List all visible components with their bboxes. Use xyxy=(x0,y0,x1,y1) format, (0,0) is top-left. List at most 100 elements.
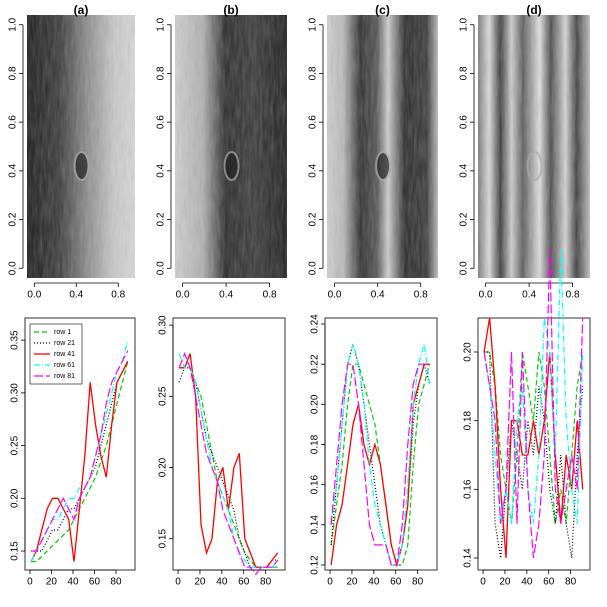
x-tick-label: 0 xyxy=(480,577,486,588)
x-tick-label: 20 xyxy=(194,577,206,588)
y-tick-label: 0.4 xyxy=(8,163,19,177)
x-tick-label: 80 xyxy=(260,577,272,588)
x-tick-label: 0.0 xyxy=(328,290,342,301)
x-tick-label: 40 xyxy=(67,577,79,588)
series-line xyxy=(330,363,430,566)
plot-frame xyxy=(324,317,438,571)
y-tick-label: 1.0 xyxy=(156,17,167,31)
panel: (b) 0.0 0.4 0.8 0.0 0.2 0.4 0.6 0.8 1.0 xyxy=(156,3,287,301)
y-tick-label: 0.30 xyxy=(158,315,169,335)
y-tick-label: 0.0 xyxy=(156,261,167,275)
x-tick-label: 80 xyxy=(412,577,424,588)
series-line xyxy=(330,341,431,566)
x-tick-label: 60 xyxy=(543,577,555,588)
chart-title: (d) xyxy=(526,3,541,17)
series-line xyxy=(178,367,278,568)
image-feature xyxy=(73,150,90,181)
panel: (a) 0.0 0.4 0.8 0.0 0.2 0.4 0.6 0.8 1.0 xyxy=(8,3,135,301)
chart-title: (a) xyxy=(74,3,89,17)
y-tick-label: 0.6 xyxy=(156,115,167,129)
y-tick-label: 0.4 xyxy=(459,163,470,177)
y-tick-label: 0.30 xyxy=(10,383,21,403)
image-feature xyxy=(526,150,543,181)
y-tick-label: 0.8 xyxy=(308,66,319,80)
y-tick-label: 0.0 xyxy=(8,261,19,275)
y-tick-label: 0.20 xyxy=(158,457,169,477)
y-tick-label: 0.16 xyxy=(310,474,321,494)
panel: (d) 0.0 0.4 0.8 0.0 0.2 0.4 0.6 0.8 1.0 xyxy=(459,3,590,301)
x-tick-label: 0.0 xyxy=(479,290,493,301)
y-tick-label: 0.0 xyxy=(459,261,470,275)
y-tick-label: 0.16 xyxy=(463,479,474,499)
x-tick-label: 0 xyxy=(27,577,33,588)
x-tick-label: 0.4 xyxy=(522,290,536,301)
x-tick-label: 40 xyxy=(216,577,228,588)
panel: 0 20 40 60 80 0.15 0.20 0.25 0.30 0.35 row 1 row 21… xyxy=(10,317,136,588)
panel: (c) 0.0 0.4 0.8 0.0 0.2 0.4 0.6 0.8 1.0 xyxy=(308,3,438,301)
y-tick-label: 0.14 xyxy=(310,515,321,535)
panel: 0 20 40 60 80 0.15 0.20 0.25 0.30 xyxy=(158,315,286,588)
y-tick-label: 0.2 xyxy=(459,212,470,226)
y-tick-label: 0.2 xyxy=(308,212,319,226)
y-tick-label: 0.2 xyxy=(8,212,19,226)
chart-title: (b) xyxy=(223,3,238,17)
y-tick-label: 1.0 xyxy=(8,17,19,31)
x-tick-label: 0 xyxy=(327,577,333,588)
y-tick-label: 0.15 xyxy=(10,541,21,561)
y-tick-label: 1.0 xyxy=(459,17,470,31)
legend-label: row 41 xyxy=(54,351,75,358)
y-tick-label: 0.6 xyxy=(8,115,19,129)
legend-label: row 1 xyxy=(54,329,71,336)
y-tick-label: 0.25 xyxy=(10,435,21,455)
panel: 0 20 40 60 80 0.12 0.14 0.16 0.18 0.20 0.22 0.24 xyxy=(310,314,438,588)
series-line xyxy=(483,248,584,524)
legend-label: row 81 xyxy=(54,373,75,380)
y-tick-label: 0.8 xyxy=(459,66,470,80)
x-tick-label: 0.8 xyxy=(414,290,428,301)
y-tick-label: 0.4 xyxy=(156,163,167,177)
panel: 0 20 40 60 80 0.14 0.16 0.18 0.20 xyxy=(463,248,591,588)
legend-label: row 61 xyxy=(54,362,75,369)
image-feature xyxy=(223,150,240,181)
y-tick-label: 0.6 xyxy=(308,115,319,129)
series-line xyxy=(31,350,129,552)
image-texture xyxy=(175,15,287,278)
x-tick-label: 0.4 xyxy=(371,290,385,301)
y-tick-label: 0.22 xyxy=(310,354,321,374)
x-tick-label: 0.8 xyxy=(263,290,277,301)
series-line xyxy=(30,360,129,562)
x-tick-label: 20 xyxy=(346,577,358,588)
x-tick-label: 80 xyxy=(565,577,577,588)
series-line xyxy=(31,361,129,563)
y-tick-label: 0.14 xyxy=(463,548,474,568)
y-tick-label: 0.18 xyxy=(463,410,474,430)
y-tick-label: 0.18 xyxy=(310,434,321,454)
y-tick-label: 0.35 xyxy=(10,330,21,350)
x-tick-label: 60 xyxy=(390,577,402,588)
image-texture xyxy=(27,15,135,278)
y-tick-label: 0.24 xyxy=(310,314,321,334)
y-tick-label: 0.8 xyxy=(156,66,167,80)
legend-label: row 21 xyxy=(54,340,75,347)
series-line xyxy=(179,367,278,568)
y-tick-label: 1.0 xyxy=(308,17,319,31)
x-tick-label: 80 xyxy=(110,577,122,588)
image-texture xyxy=(478,15,590,278)
y-tick-label: 0.12 xyxy=(310,555,321,575)
x-tick-label: 60 xyxy=(89,577,101,588)
x-tick-label: 0.0 xyxy=(176,290,190,301)
series-line xyxy=(483,317,584,559)
x-tick-label: 0.4 xyxy=(69,290,83,301)
x-tick-label: 0.8 xyxy=(566,290,580,301)
y-tick-label: 0.6 xyxy=(459,115,470,129)
y-tick-label: 0.25 xyxy=(158,386,169,406)
y-tick-label: 0.20 xyxy=(10,488,21,508)
image-feature xyxy=(375,150,392,181)
y-tick-label: 0.2 xyxy=(156,212,167,226)
x-tick-label: 0.8 xyxy=(111,290,125,301)
series-line xyxy=(31,360,129,552)
x-tick-label: 60 xyxy=(238,577,250,588)
x-tick-label: 0.4 xyxy=(219,290,233,301)
series-line xyxy=(178,351,279,576)
